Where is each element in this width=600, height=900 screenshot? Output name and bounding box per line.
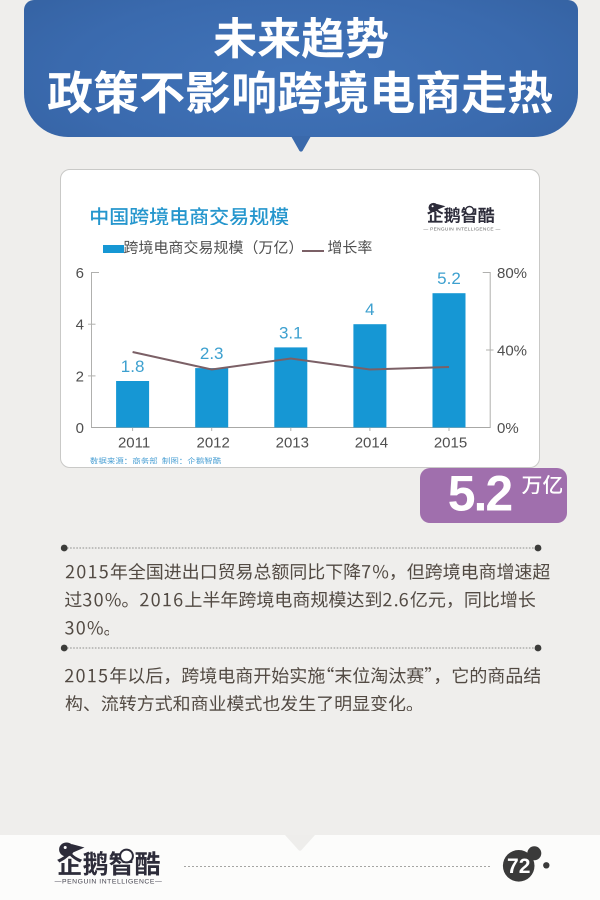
svg-text:3.1: 3.1 [279, 323, 303, 342]
svg-text:1.8: 1.8 [121, 357, 145, 376]
svg-text:72: 72 [507, 855, 530, 878]
svg-text:0%: 0% [497, 420, 519, 437]
svg-text:— PENGUIN INTELLIGENCE —: — PENGUIN INTELLIGENCE — [423, 227, 500, 233]
svg-text:2014: 2014 [355, 435, 388, 452]
svg-text:4: 4 [365, 300, 374, 319]
svg-text:2: 2 [76, 368, 84, 385]
svg-text:5.2: 5.2 [437, 269, 461, 288]
svg-text:6: 6 [76, 265, 84, 282]
svg-text:2011: 2011 [118, 435, 150, 452]
svg-text:4: 4 [76, 317, 84, 334]
svg-text:2015: 2015 [434, 435, 467, 452]
svg-text:2.3: 2.3 [200, 344, 224, 363]
svg-text:2012: 2012 [197, 435, 230, 452]
svg-text:40%: 40% [497, 342, 527, 359]
svg-text:—PENGUIN INTELLIGENCE—: —PENGUIN INTELLIGENCE— [55, 879, 163, 886]
svg-text:0: 0 [76, 420, 84, 437]
svg-text:5.2: 5.2 [448, 466, 512, 522]
svg-text:2013: 2013 [276, 435, 309, 452]
svg-text:80%: 80% [497, 265, 527, 282]
